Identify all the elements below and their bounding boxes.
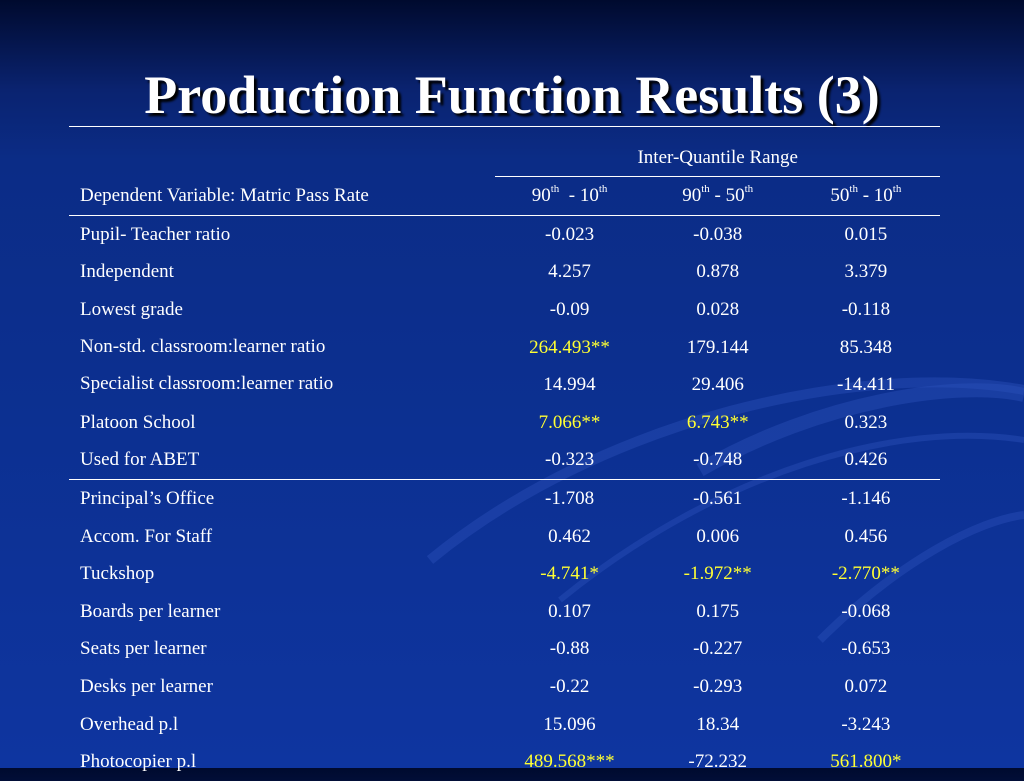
row-label: Desks per learner <box>80 675 213 697</box>
empty-header-cell <box>69 139 495 177</box>
value-cell: -0.118 <box>841 298 891 320</box>
value-cell: -0.068 <box>841 600 891 622</box>
value-cell: -14.411 <box>836 374 895 396</box>
value-cell: -0.293 <box>693 675 743 697</box>
row-label: Used for ABET <box>69 441 496 481</box>
value-cell: 0.015 <box>844 223 888 245</box>
row-label: Pupil- Teacher ratio <box>80 223 231 245</box>
title-underline <box>69 126 940 127</box>
row-label: Independent <box>80 261 174 283</box>
table-row: Seats per learner -0.88 -0.227 -0.653 <box>69 631 940 669</box>
table-row: Boards per learner 0.107 0.175 -0.068 <box>69 593 940 631</box>
table-row: Principal’s Office -1.708 -0.561 -1.146 <box>69 480 940 518</box>
table-row: Used for ABET -0.323 -0.748 0.426 <box>69 441 940 481</box>
value-cell: 0.878 <box>696 261 740 283</box>
value-cell: 4.257 <box>548 261 591 283</box>
value-cell: 0.072 <box>844 675 888 697</box>
value-cell: 0.028 <box>696 298 740 320</box>
value-cell: -0.023 <box>545 223 595 245</box>
row-label: Principal’s Office <box>80 487 215 509</box>
slide-title: Production Function Results (3) <box>144 65 880 125</box>
value-cell: -0.653 <box>841 638 891 660</box>
value-cell: -0.09 <box>549 298 590 320</box>
table-row: Desks per learner -0.22 -0.293 0.072 <box>69 668 940 706</box>
column-header-row: Dependent Variable: Matric Pass Rate 90t… <box>69 176 940 216</box>
row-label: Lowest grade <box>80 298 183 320</box>
row-label: Accom. For Staff <box>80 525 213 547</box>
table-row: Specialist classroom:learner ratio 14.99… <box>69 366 940 404</box>
row-label: Tuckshop <box>80 563 155 585</box>
significant-value-cell: 561.800* <box>830 751 902 773</box>
value-cell: -0.88 <box>549 638 590 660</box>
value-cell: 179.144 <box>686 336 749 358</box>
results-table: Inter-Quantile Range Dependent Variable:… <box>69 139 940 781</box>
row-label: Seats per learner <box>80 638 207 660</box>
table-row: Tuckshop -4.741* -1.972** -2.770** <box>69 555 940 593</box>
row-label: Specialist classroom:learner ratio <box>80 373 334 395</box>
significant-value-cell: 6.743** <box>686 411 749 433</box>
value-cell: 0.323 <box>844 411 888 433</box>
significant-value-cell: -4.741* <box>540 563 599 585</box>
value-cell: 0.006 <box>696 525 740 547</box>
table-row: Photocopier p.l 489.568*** -72.232 561.8… <box>69 743 940 781</box>
row-label: Non-std. classroom:learner ratio <box>80 335 326 357</box>
table-row: Independent 4.257 0.878 3.379 <box>69 254 940 292</box>
table-row: Accom. For Staff 0.462 0.006 0.456 <box>69 518 940 556</box>
significant-value-cell: 7.066** <box>538 411 601 433</box>
col-header-50-10: 50th - 10th <box>791 176 940 216</box>
value-cell: -3.243 <box>841 713 891 735</box>
value-cell: -72.232 <box>688 751 747 773</box>
row-label: Platoon School <box>80 411 196 433</box>
value-cell: 0.175 <box>696 600 740 622</box>
row-label: Overhead p.l <box>80 713 179 735</box>
significant-value-cell: -1.972** <box>683 563 752 585</box>
row-label: Photocopier p.l <box>80 751 197 773</box>
dependent-variable-label: Dependent Variable: Matric Pass Rate <box>69 176 496 216</box>
value-cell: 0.456 <box>844 525 888 547</box>
group-header-row: Inter-Quantile Range <box>69 139 940 177</box>
value-cell: 0.462 <box>548 525 591 547</box>
value-cell: -1.708 <box>545 487 595 509</box>
value-cell: 15.096 <box>543 713 596 735</box>
significant-value-cell: 264.493** <box>529 336 610 358</box>
significant-value-cell: -2.770** <box>831 563 900 585</box>
table-row: Overhead p.l 15.096 18.34 -3.243 <box>69 706 940 744</box>
value-cell: -0.323 <box>495 441 644 481</box>
value-cell: 0.107 <box>548 600 591 622</box>
significant-value-cell: 489.568*** <box>524 751 615 773</box>
value-cell: -0.038 <box>693 223 743 245</box>
col-header-90-10: 90th - 10th <box>495 176 644 216</box>
value-cell: 0.426 <box>791 441 940 481</box>
row-label: Boards per learner <box>80 600 221 622</box>
col-header-90-50: 90th - 50th <box>643 176 792 216</box>
value-cell: 3.379 <box>844 261 888 283</box>
value-cell: -0.22 <box>549 675 590 697</box>
value-cell: 14.994 <box>543 374 596 396</box>
inter-quantile-range-header: Inter-Quantile Range <box>495 139 940 177</box>
value-cell: 18.34 <box>696 713 740 735</box>
table-row: Pupil- Teacher ratio -0.023 -0.038 0.015 <box>69 216 940 254</box>
table-row: Non-std. classroom:learner ratio 264.493… <box>69 329 940 367</box>
value-cell: -0.561 <box>693 487 743 509</box>
table-row: Platoon School 7.066** 6.743** 0.323 <box>69 404 940 442</box>
value-cell: -0.748 <box>643 441 792 481</box>
table-row: Lowest grade -0.09 0.028 -0.118 <box>69 291 940 329</box>
value-cell: 85.348 <box>839 336 893 358</box>
value-cell: 29.406 <box>691 374 744 396</box>
value-cell: -1.146 <box>841 487 891 509</box>
value-cell: -0.227 <box>693 638 743 660</box>
